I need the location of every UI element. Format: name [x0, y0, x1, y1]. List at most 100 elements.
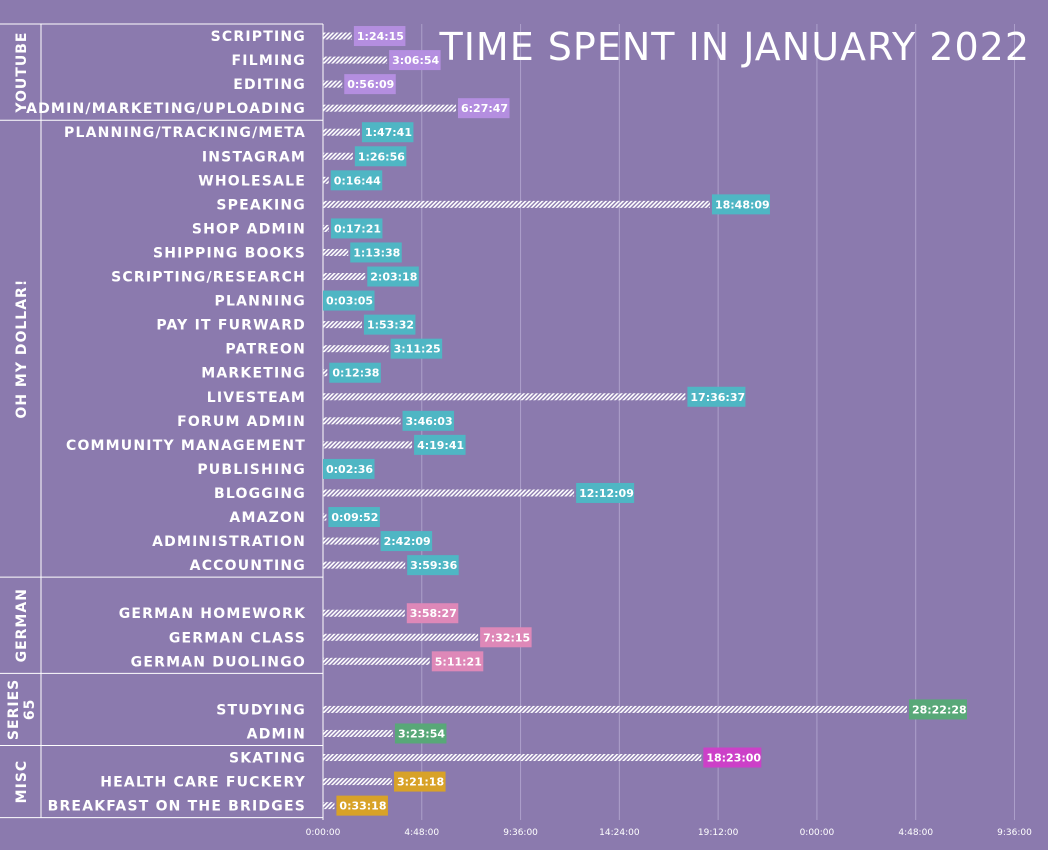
x-tick-label: 9:36:00 — [503, 828, 538, 838]
data-label-studying: 28:22:28 — [912, 703, 967, 716]
x-tick-label: 0:00:00 — [800, 828, 835, 838]
category-label-shop-admin: SHOP ADMIN — [192, 221, 306, 237]
data-label-box — [330, 170, 383, 191]
data-label-box — [350, 242, 402, 263]
data-label-shop-admin: 0:17:21 — [334, 222, 381, 235]
chart-title: TIME SPENT IN JANUARY 2022 — [438, 25, 1030, 69]
bar-german-class — [323, 633, 479, 641]
data-label-box — [402, 410, 455, 431]
bar-admin-marketing-uploading — [323, 104, 457, 112]
bar-accounting — [323, 561, 406, 569]
bar-forum-admin — [323, 417, 401, 425]
bar-blogging — [323, 489, 575, 497]
category-label-admin: ADMIN — [247, 726, 306, 742]
category-label-speaking: SPEAKING — [216, 197, 306, 213]
data-label-box — [344, 74, 396, 95]
data-label-box — [406, 603, 459, 624]
data-label-livesteam: 17:36:37 — [690, 391, 745, 404]
data-label-marketing: 0:12:38 — [332, 367, 379, 380]
bar-scripting — [323, 32, 352, 40]
category-label-amazon: AMAZON — [229, 510, 306, 526]
category-label-shipping-books: SHIPPING BOOKS — [153, 245, 306, 261]
data-label-box — [336, 795, 388, 816]
data-label-german-homework: 3:58:27 — [410, 607, 457, 620]
x-tick-label: 9:36:00 — [997, 828, 1032, 838]
data-label-german-class: 7:32:15 — [483, 631, 530, 644]
group-label-german: GERMAN — [14, 588, 30, 662]
data-label-admin: 3:23:54 — [398, 727, 445, 740]
data-label-box — [353, 26, 406, 47]
bar-livesteam — [323, 393, 686, 401]
data-label-scripting: 1:24:15 — [357, 30, 404, 43]
category-label-community-management: COMMUNITY MANAGEMENT — [66, 438, 306, 454]
bar-scripting-research — [323, 273, 366, 281]
category-label-accounting: ACCOUNTING — [190, 558, 306, 574]
data-label-box — [361, 122, 414, 143]
data-label-box — [329, 362, 381, 383]
bar-german-homework — [323, 609, 405, 617]
data-label-box — [576, 482, 635, 503]
category-label-german-homework: GERMAN HOMEWORK — [119, 606, 306, 622]
category-label-administration: ADMINISTRATION — [152, 534, 306, 550]
data-label-planning: 0:03:05 — [326, 295, 373, 308]
data-label-instagram: 1:26:56 — [358, 150, 405, 163]
data-label-amazon: 0:09:52 — [331, 511, 378, 524]
data-label-box — [323, 290, 375, 311]
data-label-box — [414, 434, 466, 455]
data-label-breakfast-on-the-bridges: 0:33:18 — [339, 800, 386, 813]
bar-skating — [323, 754, 702, 762]
data-label-health-care-fuckery: 3:21:18 — [397, 776, 444, 789]
bar-wholesale — [323, 176, 329, 184]
category-label-planning-tracking-meta: PLANNING/TRACKING/META — [64, 125, 306, 141]
data-label-box — [687, 386, 746, 407]
bar-studying — [323, 705, 907, 713]
bar-patreon — [323, 345, 389, 353]
data-label-pay-it-furward: 1:53:32 — [367, 319, 414, 332]
data-label-shipping-books: 1:13:38 — [353, 246, 400, 259]
category-label-wholesale: WHOLESALE — [198, 173, 306, 189]
bar-shop-admin — [323, 224, 329, 232]
bar-community-management — [323, 441, 413, 449]
data-label-box — [363, 314, 416, 335]
category-label-blogging: BLOGGING — [214, 486, 306, 502]
category-label-studying: STUDYING — [216, 702, 306, 718]
data-label-administration: 2:42:09 — [384, 535, 431, 548]
category-label-patreon: PATREON — [225, 342, 306, 358]
data-label-planning-tracking-meta: 1:47:41 — [365, 126, 412, 139]
bar-administration — [323, 537, 379, 545]
data-label-speaking: 18:48:09 — [715, 198, 770, 211]
data-label-box — [323, 458, 375, 479]
data-label-box — [908, 699, 967, 720]
data-label-skating: 18:23:00 — [706, 752, 761, 765]
data-label-box — [328, 507, 380, 528]
bar-amazon — [323, 513, 327, 521]
data-label-community-management: 4:19:41 — [417, 439, 464, 452]
bar-filming — [323, 56, 388, 64]
category-label-instagram: INSTAGRAM — [202, 149, 306, 165]
category-label-skating: SKATING — [229, 751, 306, 767]
data-label-box — [431, 651, 484, 672]
x-tick-label: 14:24:00 — [599, 828, 640, 838]
data-label-box — [703, 747, 762, 768]
bar-pay-it-furward — [323, 321, 362, 329]
data-label-wholesale: 0:16:44 — [334, 174, 381, 187]
data-label-german-duolingo: 5:11:21 — [435, 655, 482, 668]
bar-breakfast-on-the-bridges — [323, 802, 335, 810]
data-label-box — [354, 146, 407, 167]
data-label-box — [394, 771, 446, 792]
bar-editing — [323, 80, 343, 88]
data-label-filming: 3:06:54 — [392, 54, 439, 67]
category-label-pay-it-furward: PAY IT FURWARD — [156, 318, 306, 334]
category-label-breakfast-on-the-bridges: BREAKFAST ON THE BRIDGES — [48, 799, 306, 815]
group-label-misc: MISC — [14, 760, 30, 804]
bar-marketing — [323, 369, 328, 377]
x-tick-label: 19:12:00 — [698, 828, 739, 838]
category-label-marketing: MARKETING — [201, 366, 306, 382]
category-label-admin-marketing-uploading: ADMIN/MARKETING/UPLOADING — [26, 101, 306, 117]
bar-speaking — [323, 200, 710, 208]
category-label-livesteam: LIVESTEAM — [207, 390, 306, 406]
data-label-accounting: 3:59:36 — [410, 559, 457, 572]
data-label-box — [389, 50, 441, 71]
x-tick-label: 4:48:00 — [898, 828, 933, 838]
